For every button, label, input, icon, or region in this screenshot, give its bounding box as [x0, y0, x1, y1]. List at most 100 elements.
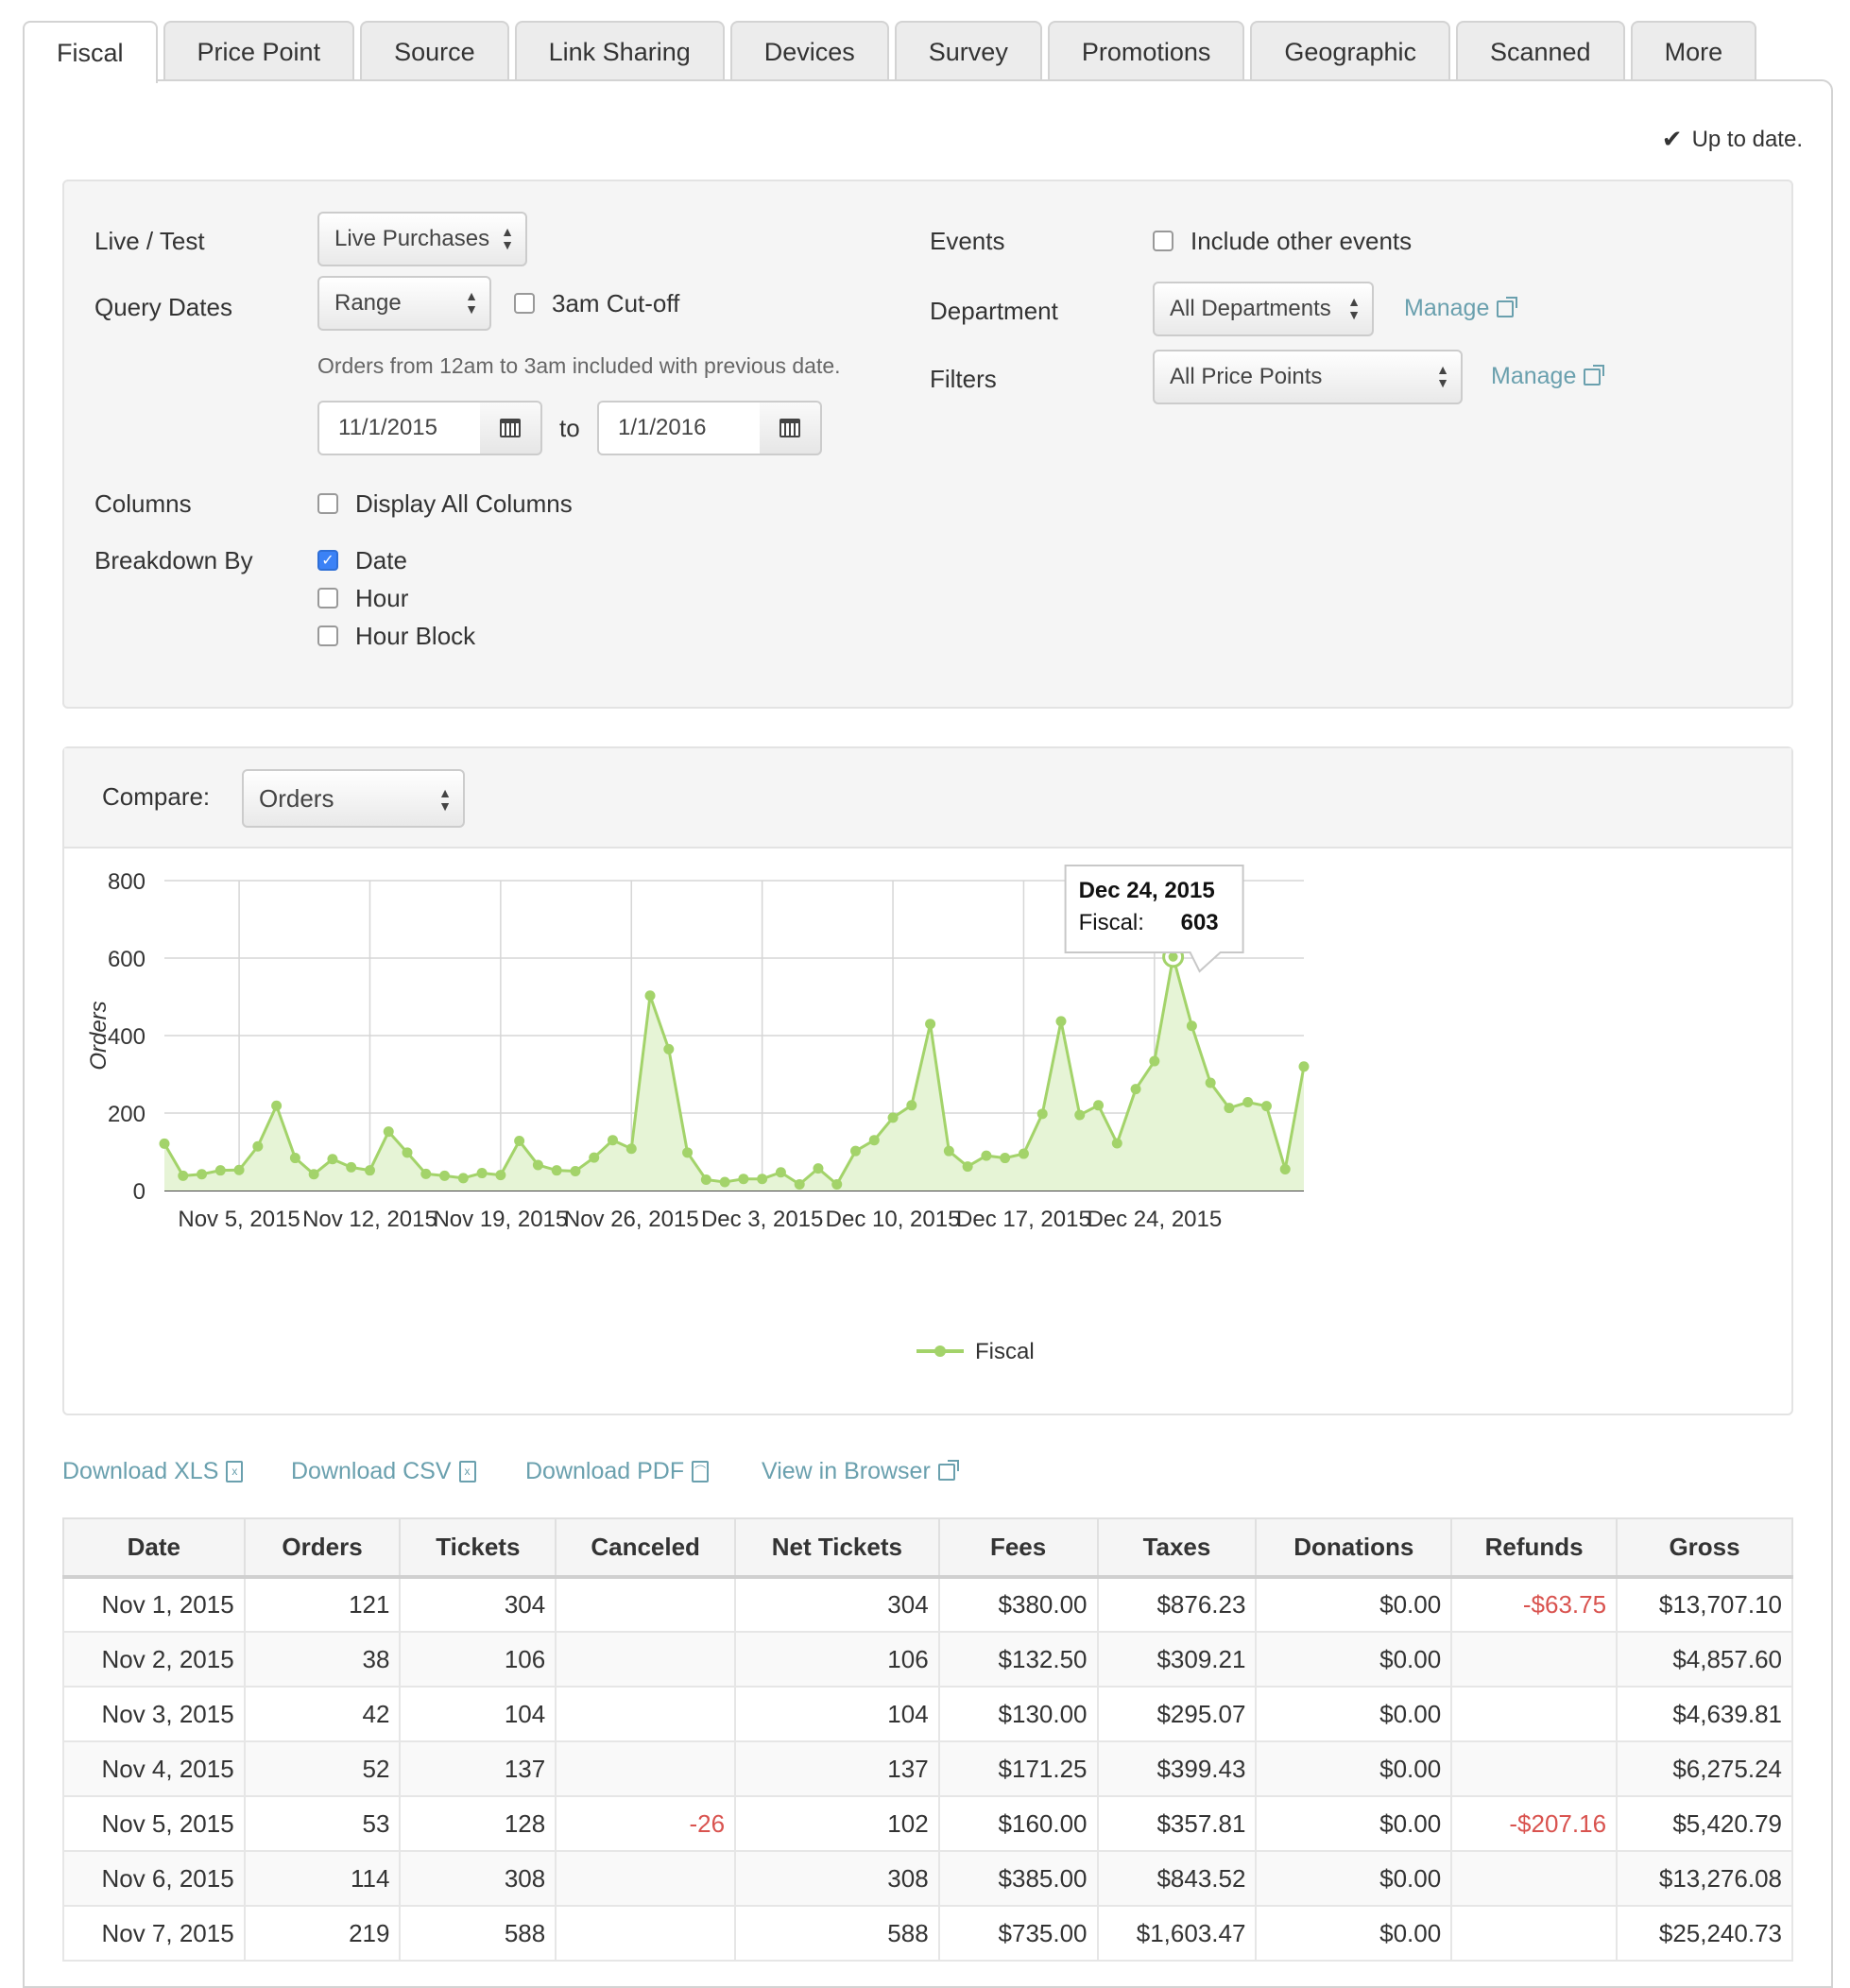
x-tick-label: Dec 17, 2015 — [956, 1207, 1091, 1232]
data-point — [943, 1145, 954, 1157]
x-tick-label: Dec 3, 2015 — [701, 1207, 823, 1232]
table-cell: $130.00 — [937, 1686, 1099, 1742]
breakdown-hour-block-checkbox[interactable] — [317, 626, 338, 646]
download-xls-link[interactable]: Download XLS x — [62, 1458, 244, 1485]
breakdown-label: Breakdown By — [94, 546, 253, 574]
tab-link-sharing[interactable]: Link Sharing — [514, 21, 725, 81]
column-header[interactable]: Canceled — [555, 1517, 737, 1579]
breakdown-date-checkbox[interactable]: ✓ — [317, 550, 338, 571]
cutoff-label: 3am Cut-off — [552, 289, 680, 317]
data-point — [233, 1164, 245, 1175]
table-row: Nov 4, 2015 52 137 137 $171.25 $399.43 $0.00 $6… — [62, 1740, 1793, 1797]
display-all-columns-checkbox[interactable] — [317, 493, 338, 514]
tab-promotions[interactable]: Promotions — [1047, 21, 1245, 81]
table-cell: 304 — [734, 1576, 940, 1633]
download-csv-link[interactable]: Download CSV x — [291, 1458, 476, 1485]
department-value: All Departments — [1170, 296, 1331, 321]
table-cell: $4,857.60 — [1616, 1631, 1793, 1688]
data-point — [214, 1165, 226, 1176]
tab-fiscal[interactable]: Fiscal — [23, 21, 158, 83]
column-header[interactable]: Net Tickets — [734, 1517, 940, 1579]
data-point — [1000, 1153, 1011, 1164]
column-header[interactable]: Gross — [1616, 1517, 1793, 1579]
query-dates-label: Query Dates — [94, 293, 232, 321]
column-header[interactable]: Orders — [243, 1517, 402, 1579]
x-tick-label: Nov 12, 2015 — [302, 1207, 437, 1232]
edit-icon — [1584, 364, 1605, 386]
series-area — [164, 956, 1304, 1191]
table-cell: -$207.16 — [1450, 1795, 1619, 1852]
data-point — [439, 1170, 451, 1181]
table-cell: Nov 4, 2015 — [62, 1740, 246, 1797]
table-cell: $876.23 — [1096, 1576, 1258, 1633]
data-point — [1093, 1100, 1105, 1111]
table-cell: $380.00 — [937, 1576, 1099, 1633]
tab-geographic[interactable]: Geographic — [1250, 21, 1450, 81]
live-test-value: Live Purchases — [334, 226, 490, 251]
column-header[interactable]: Date — [62, 1517, 246, 1579]
tab-price-point[interactable]: Price Point — [163, 21, 355, 81]
calendar-icon — [779, 419, 800, 437]
data-point — [738, 1174, 749, 1185]
tab-scanned[interactable]: Scanned — [1455, 21, 1625, 81]
filters-label: Filters — [930, 365, 997, 393]
compare-select[interactable]: Orders ▲ ▼ — [242, 769, 465, 828]
query-dates-select[interactable]: Range ▲ ▼ — [317, 276, 491, 331]
tab-devices[interactable]: Devices — [729, 21, 889, 81]
table-cell: 102 — [734, 1795, 940, 1852]
data-point — [1260, 1101, 1272, 1112]
include-other-events-checkbox[interactable] — [1153, 231, 1173, 251]
table-cell: 308 — [734, 1850, 940, 1907]
view-in-browser-label: View in Browser — [762, 1458, 931, 1484]
tab-source[interactable]: Source — [360, 21, 509, 81]
column-header[interactable]: Refunds — [1450, 1517, 1619, 1579]
table-cell — [1450, 1686, 1619, 1742]
select-arrows-icon: ▲ ▼ — [501, 224, 514, 252]
department-select[interactable]: All Departments ▲ ▼ — [1153, 282, 1374, 336]
table-cell: $5,420.79 — [1616, 1795, 1793, 1852]
date-to-calendar-button[interactable] — [760, 401, 822, 455]
data-point — [981, 1150, 992, 1161]
cutoff-checkbox[interactable] — [514, 293, 535, 314]
data-point — [1298, 1061, 1310, 1072]
table-cell: $1,603.47 — [1096, 1905, 1258, 1962]
y-axis-label: Orders — [86, 1001, 111, 1070]
breakdown-hour-checkbox[interactable] — [317, 588, 338, 608]
column-header[interactable]: Fees — [937, 1517, 1099, 1579]
filters-select[interactable]: All Price Points ▲ ▼ — [1153, 350, 1463, 404]
compare-header: Compare: Orders ▲ ▼ — [64, 748, 1791, 848]
table-cell: $843.52 — [1096, 1850, 1258, 1907]
tab-more[interactable]: More — [1630, 21, 1757, 81]
date-from-input[interactable]: 11/1/2015 — [317, 401, 482, 455]
table-cell: $309.21 — [1096, 1631, 1258, 1688]
pdf-file-icon: ⌒ — [692, 1461, 710, 1482]
table-cell: $0.00 — [1255, 1576, 1453, 1633]
view-in-browser-link[interactable]: View in Browser — [762, 1458, 959, 1485]
column-header[interactable]: Donations — [1255, 1517, 1453, 1579]
x-tick-label: Nov 26, 2015 — [564, 1207, 699, 1232]
csv-file-icon: x — [458, 1461, 476, 1482]
external-link-icon — [937, 1459, 959, 1481]
table-cell: 104 — [734, 1686, 940, 1742]
data-point — [308, 1169, 319, 1180]
table-cell: 121 — [243, 1576, 402, 1633]
download-pdf-link[interactable]: Download PDF ⌒ — [525, 1458, 710, 1485]
x-tick-label: Dec 10, 2015 — [826, 1207, 961, 1232]
table-cell: $4,639.81 — [1616, 1686, 1793, 1742]
data-point — [607, 1135, 618, 1146]
column-header[interactable]: Tickets — [399, 1517, 557, 1579]
select-arrows-icon: ▲ ▼ — [465, 288, 478, 317]
column-header[interactable]: Taxes — [1096, 1517, 1258, 1579]
table-cell: 42 — [243, 1686, 402, 1742]
data-point — [962, 1161, 973, 1173]
data-point — [514, 1136, 525, 1147]
date-from-calendar-button[interactable] — [480, 401, 542, 455]
table-header-row: Date Orders Tickets Canceled Net Tickets Fees… — [62, 1517, 1793, 1579]
manage-filters-link[interactable]: Manage — [1491, 363, 1605, 390]
tab-survey[interactable]: Survey — [894, 21, 1042, 81]
data-point — [1205, 1077, 1216, 1088]
manage-department-link[interactable]: Manage — [1404, 295, 1518, 322]
live-test-select[interactable]: Live Purchases ▲ ▼ — [317, 212, 527, 266]
date-to-input[interactable]: 1/1/2016 — [597, 401, 762, 455]
table-cell: $295.07 — [1096, 1686, 1258, 1742]
